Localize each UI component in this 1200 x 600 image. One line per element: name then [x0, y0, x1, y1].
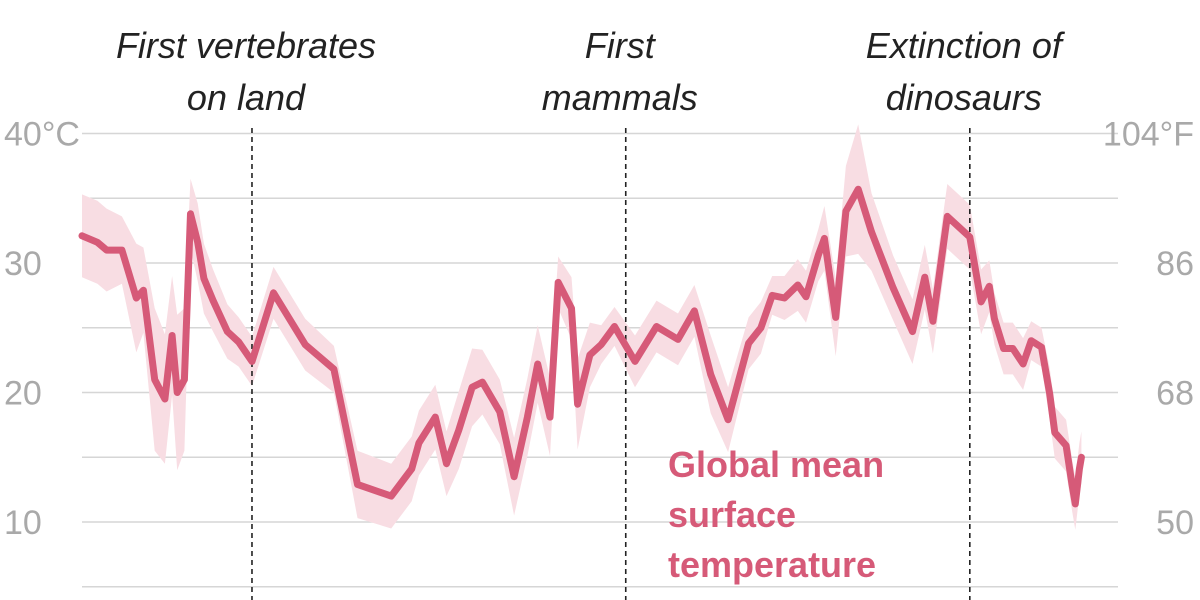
y-tick-right: 86 [1156, 245, 1194, 283]
uncertainty-band [82, 124, 1082, 530]
series-label-layer: Global mean surface temperature [668, 444, 884, 585]
y-tick-right: 104°F [1103, 116, 1194, 154]
y-tick-left: 40°C [4, 116, 80, 154]
event-label-line: mammals [542, 77, 698, 118]
series-line-layer [78, 185, 1085, 508]
event-label: First vertebrates on land [116, 25, 376, 118]
y-tick-left: 10 [4, 504, 42, 542]
series-line [78, 185, 1085, 508]
series-label-line: surface [668, 494, 796, 535]
y-tick-left: 30 [4, 245, 42, 283]
y-tick-right: 68 [1156, 375, 1194, 413]
series-label-line: temperature [668, 544, 876, 585]
y-tick-left: 20 [4, 375, 42, 413]
event-markers: First vertebrates on land First mammals Exti… [116, 25, 1066, 600]
uncertainty-band-layer [82, 124, 1082, 530]
event-label-line: on land [187, 77, 306, 118]
y-tick-right: 50 [1156, 504, 1194, 542]
event-label-line: Extinction of [866, 25, 1066, 66]
event-label-line: First [585, 25, 657, 66]
gridlines [82, 132, 1118, 588]
series-label-line: Global mean [668, 444, 884, 485]
axis-ticks: 40°C 30 20 10 104°F 86 68 50 [4, 116, 1194, 543]
event-label-line: dinosaurs [886, 77, 1042, 118]
event-label: Extinction of dinosaurs [866, 25, 1066, 118]
event-label: First mammals [542, 25, 698, 118]
event-label-line: First vertebrates [116, 25, 376, 66]
series-label: Global mean surface temperature [668, 444, 884, 585]
